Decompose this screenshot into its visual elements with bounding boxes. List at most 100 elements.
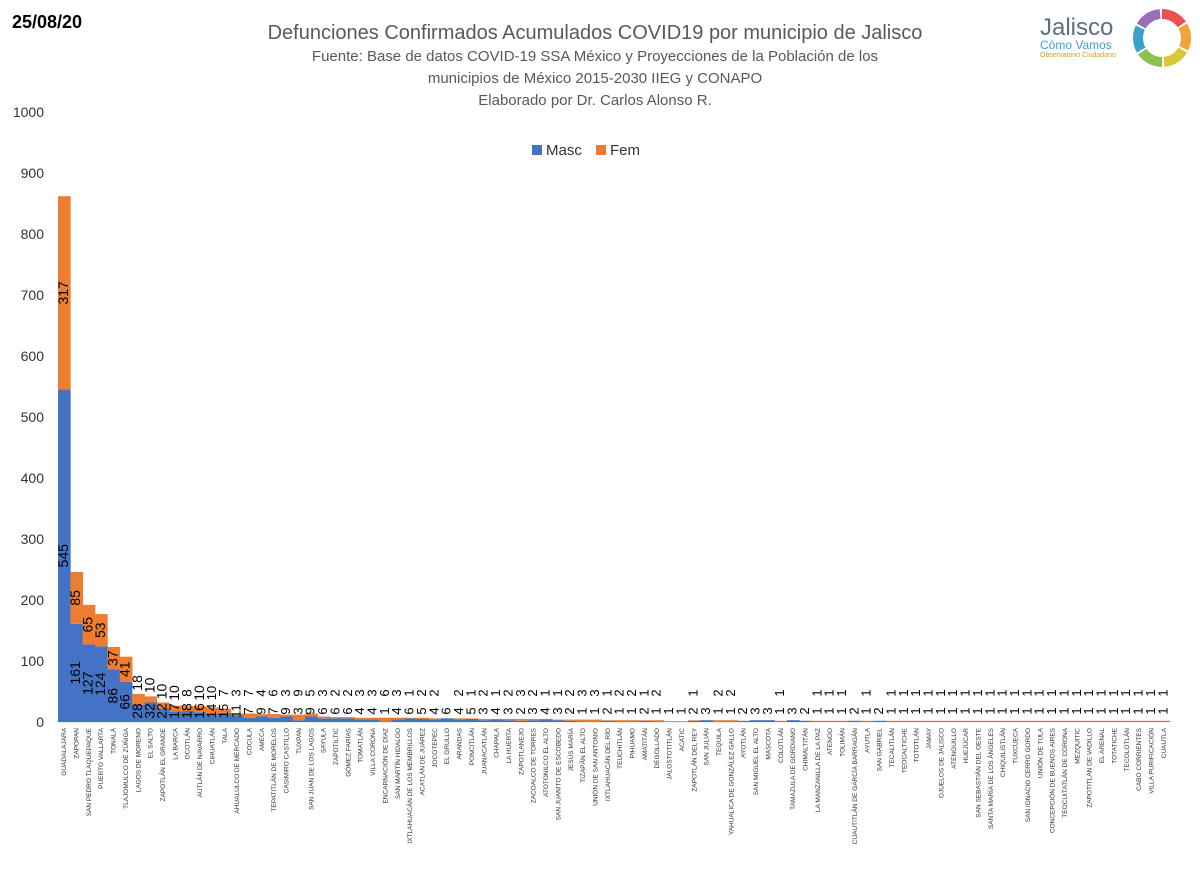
bar-masc — [910, 721, 924, 722]
bar-masc — [243, 717, 256, 722]
bar-masc — [1132, 721, 1146, 722]
x-tick-label: PIHUAMO — [630, 728, 637, 758]
bar-masc — [58, 389, 71, 722]
x-tick-label: TEUCHITLÁN — [615, 728, 624, 769]
logo-name: Jalisco — [1040, 14, 1114, 41]
x-tick-label: SANTA MARÍA DE LOS ÁNGELES — [986, 727, 995, 829]
data-label-fem: 65 — [80, 617, 96, 633]
bar-masc — [1009, 721, 1023, 722]
data-label-masc: 1 — [945, 707, 960, 714]
x-tick-label: CHAPALA — [494, 727, 501, 758]
x-tick-label: TALA — [222, 727, 229, 743]
data-label-fem: 1 — [970, 689, 985, 696]
bar-masc — [1083, 721, 1097, 722]
data-label-masc: 2 — [513, 707, 528, 714]
bar-fem — [811, 720, 825, 722]
data-label-fem: 1 — [1118, 689, 1133, 696]
logo-ring-segment — [1136, 9, 1161, 29]
data-label-masc: 161 — [67, 661, 83, 685]
bar-fem — [725, 720, 738, 722]
data-label-masc: 86 — [104, 688, 120, 704]
bar-fem — [898, 720, 911, 722]
bar-masc — [181, 711, 195, 722]
x-tick-label: YAHUALICA DE GONZÁLEZ GALLO — [726, 728, 735, 835]
bar-fem — [824, 720, 837, 722]
data-label-fem: 1 — [1069, 689, 1084, 696]
x-tick-label: EL SALTO — [148, 728, 155, 758]
data-label-masc: 1 — [1118, 707, 1133, 714]
bar-masc — [193, 712, 207, 722]
data-label-fem: 10 — [191, 685, 207, 701]
x-tick-label: TOMATLÁN — [356, 728, 365, 763]
bar-masc — [305, 716, 318, 722]
x-tick-label: SAN GABRIEL — [877, 728, 884, 772]
logo-ring-segment — [1161, 9, 1186, 28]
bar-masc — [119, 681, 133, 722]
data-label-fem: 6 — [377, 689, 392, 696]
data-label-masc: 11 — [229, 704, 244, 718]
bar-masc — [799, 720, 812, 722]
data-label-fem: 1 — [1131, 689, 1146, 696]
data-label-fem: 2 — [723, 689, 738, 696]
data-label-fem: 1 — [859, 689, 874, 696]
data-label-masc: 18 — [178, 703, 194, 719]
bar-fem — [564, 719, 578, 721]
x-tick-label: SAN MIGUEL EL ALTO — [753, 728, 760, 795]
data-label-masc: 6 — [340, 707, 355, 714]
x-tick-label: ZAPOTILTIC — [333, 728, 340, 765]
x-tick-label: TOLIMÁN — [838, 728, 847, 757]
bar-fem — [688, 720, 701, 721]
bar-masc — [268, 717, 281, 722]
data-label-fem: 1 — [1019, 689, 1034, 696]
bar-masc — [453, 719, 467, 722]
x-tick-label: DEGOLLADO — [654, 728, 661, 768]
x-axis-categories: GUADALAJARA ZAPOPAN SAN PEDRO TLAQUEPAQUE P… — [61, 727, 1168, 844]
bar-masc — [972, 721, 985, 722]
x-tick-label: ATENGUILLO — [951, 728, 958, 769]
data-label-masc: 4 — [365, 707, 380, 714]
data-label-masc: 1 — [921, 707, 936, 714]
x-tick-label: CONCEPCIÓN DE BUENOS AIRES — [1048, 727, 1057, 833]
data-label-fem: 2 — [710, 689, 725, 696]
logo-ring-segment — [1163, 47, 1188, 67]
data-label-masc: 1 — [1007, 707, 1022, 714]
data-label-masc: 28 — [129, 703, 145, 719]
data-label-masc: 1 — [1155, 707, 1170, 714]
bar-fem — [1009, 720, 1023, 722]
x-tick-label: AMATITÁN — [640, 728, 649, 761]
bar-masc — [82, 644, 96, 722]
x-tick-label: SAN SEBASTIÁN DEL OESTE — [973, 727, 982, 817]
x-tick-label: IXTLAHUACÁN DE LOS MEMBRILLOS — [405, 727, 414, 843]
bar-fem — [391, 717, 405, 720]
bar-masc — [478, 720, 491, 722]
data-label-fem: 1 — [958, 689, 973, 696]
x-tick-label: OJUELOS DE JALISCO — [938, 728, 945, 798]
bars — [58, 196, 1171, 722]
x-tick-label: ARANDAS — [457, 727, 464, 759]
bar-masc — [688, 720, 701, 722]
y-tick-label: 500 — [21, 409, 45, 425]
data-label-fem: 10 — [141, 677, 157, 693]
data-label-masc: 1 — [649, 707, 664, 714]
x-tick-label: TOTOTLÁN — [912, 728, 921, 763]
data-label-masc: 4 — [537, 707, 552, 714]
data-label-fem: 1 — [921, 689, 936, 696]
data-label-fem: 1 — [1155, 689, 1170, 696]
data-label-fem: 3 — [229, 689, 244, 696]
data-label-fem: 1 — [883, 689, 898, 696]
data-label-fem: 1 — [463, 689, 478, 696]
bar-fem — [132, 693, 145, 705]
bar-fem — [774, 720, 788, 722]
x-tick-label: CIHUATLÁN — [207, 728, 216, 765]
data-label-masc: 6 — [327, 707, 342, 714]
x-tick-label: TONALÁ — [109, 727, 118, 754]
data-label-masc: 14 — [204, 704, 219, 718]
data-label-masc: 1 — [834, 707, 849, 714]
data-label-fem: 8 — [178, 689, 194, 697]
data-label-masc: 1 — [1056, 707, 1071, 714]
x-tick-label: AYUTLA — [864, 727, 871, 752]
x-tick-label: CASIMIRO CASTILLO — [284, 728, 291, 793]
data-label-masc: 2 — [871, 707, 886, 714]
bar-masc — [576, 721, 590, 722]
bar-masc — [1108, 721, 1121, 722]
